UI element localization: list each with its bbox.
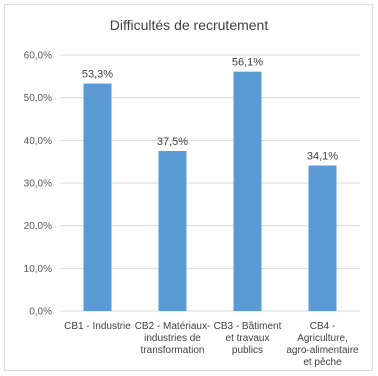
bar xyxy=(308,165,337,311)
x-category-label: CB4 -Agriculture, agro-alimentaire et pêch… xyxy=(286,321,359,368)
data-label: 53,3% xyxy=(82,69,113,81)
bars xyxy=(83,71,337,311)
bar xyxy=(233,71,262,311)
data-label: 34,1% xyxy=(307,151,338,163)
bar xyxy=(83,83,112,311)
x-axis-category-labels: CB1 - Industrie CB2 - Matériaux-industrie… xyxy=(64,321,359,368)
y-tick-label: 60,0% xyxy=(24,51,52,62)
y-tick-label: 20,0% xyxy=(24,221,52,232)
y-tick-label: 40,0% xyxy=(24,136,52,147)
y-tick-label: 30,0% xyxy=(24,179,52,190)
y-tick-label: 50,0% xyxy=(24,93,52,104)
data-label: 56,1% xyxy=(232,57,263,69)
x-category-label: CB3 - Bâtiment et travaux publics xyxy=(214,321,282,356)
y-tick-label: 10,0% xyxy=(24,264,52,275)
x-category-label: CB1 - Industrie xyxy=(64,321,131,332)
y-tick-label: 0,0% xyxy=(29,307,52,318)
data-labels: 53,3% 37,5% 56,1% 34,1% xyxy=(82,57,338,163)
chart-title: Difficultés de recrutement xyxy=(110,17,269,33)
y-axis-tick-labels: 0,0% 10,0% 20,0% 30,0% 40,0% 50,0% 60,0% xyxy=(24,51,52,318)
x-category-label: CB2 - Matériaux-industries de transformat… xyxy=(135,321,211,356)
bar xyxy=(158,151,187,311)
data-label: 37,5% xyxy=(157,136,188,148)
